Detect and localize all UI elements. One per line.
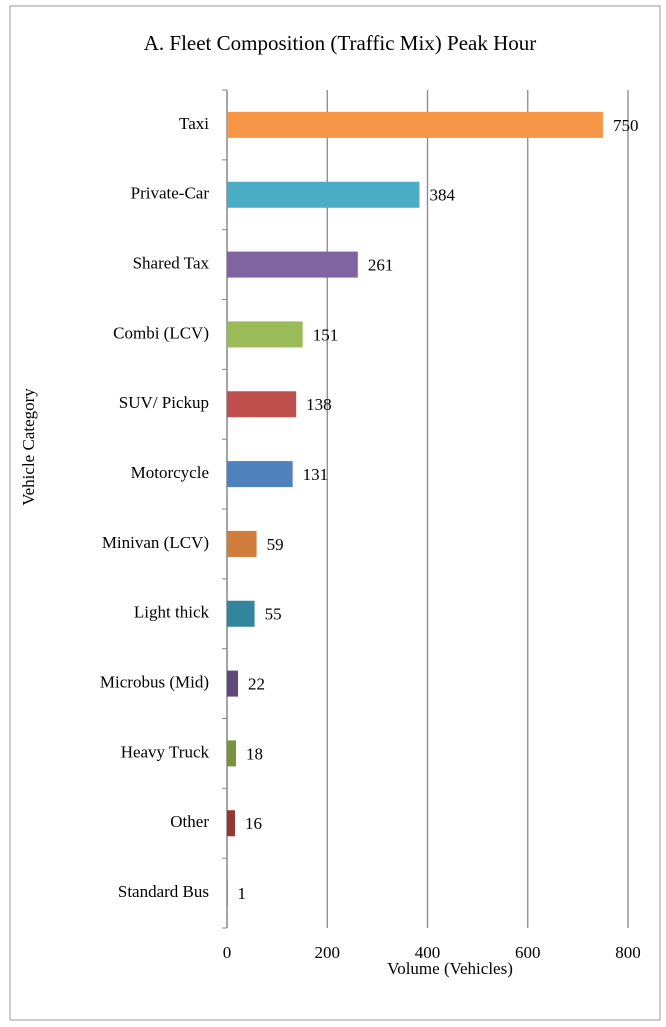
data-label: 16 bbox=[245, 814, 262, 833]
y-tick-label: Standard Bus bbox=[118, 882, 209, 901]
bar bbox=[227, 251, 358, 278]
y-tick-label: SUV/ Pickup bbox=[119, 393, 209, 412]
y-tick-label: Heavy Truck bbox=[121, 742, 210, 761]
y-tick-label: Other bbox=[170, 812, 209, 831]
bar bbox=[227, 321, 303, 348]
x-tick-label: 400 bbox=[415, 943, 441, 962]
y-tick-label: Microbus (Mid) bbox=[100, 672, 209, 691]
y-tick-label: Combi (LCV) bbox=[113, 323, 209, 342]
bar bbox=[227, 530, 257, 557]
data-label: 55 bbox=[265, 605, 282, 624]
bar bbox=[227, 181, 420, 208]
bar bbox=[227, 600, 255, 627]
y-tick-label: Private-Car bbox=[131, 184, 210, 203]
y-axis-label: Vehicle Category bbox=[19, 388, 38, 506]
x-tick-label: 800 bbox=[615, 943, 641, 962]
data-label: 18 bbox=[246, 744, 263, 763]
data-label: 750 bbox=[613, 116, 639, 135]
bar bbox=[227, 670, 239, 697]
data-label: 1 bbox=[238, 884, 247, 903]
bar bbox=[227, 391, 297, 418]
bar bbox=[227, 810, 236, 837]
data-label: 22 bbox=[248, 674, 265, 693]
data-label: 59 bbox=[267, 535, 284, 554]
y-tick-label: Shared Tax bbox=[133, 253, 210, 272]
data-label: 131 bbox=[303, 465, 329, 484]
bar bbox=[227, 111, 603, 138]
x-tick-label: 200 bbox=[315, 943, 341, 962]
x-axis-label: Volume (Vehicles) bbox=[387, 959, 513, 978]
bar bbox=[227, 740, 237, 767]
data-label: 138 bbox=[306, 395, 332, 414]
data-label: 261 bbox=[368, 255, 394, 274]
bar bbox=[227, 880, 228, 907]
y-tick-label: Minivan (LCV) bbox=[102, 533, 209, 552]
y-tick-label: Motorcycle bbox=[131, 463, 209, 482]
x-tick-label: 600 bbox=[515, 943, 541, 962]
bar bbox=[227, 461, 293, 488]
y-tick-label: Light thick bbox=[134, 603, 210, 622]
data-label: 384 bbox=[429, 186, 455, 205]
x-tick-label: 0 bbox=[223, 943, 232, 962]
chart-title: A. Fleet Composition (Traffic Mix) Peak … bbox=[144, 31, 537, 55]
data-label: 151 bbox=[313, 325, 339, 344]
y-tick-label: Taxi bbox=[179, 114, 209, 133]
chart-frame bbox=[9, 5, 661, 1021]
